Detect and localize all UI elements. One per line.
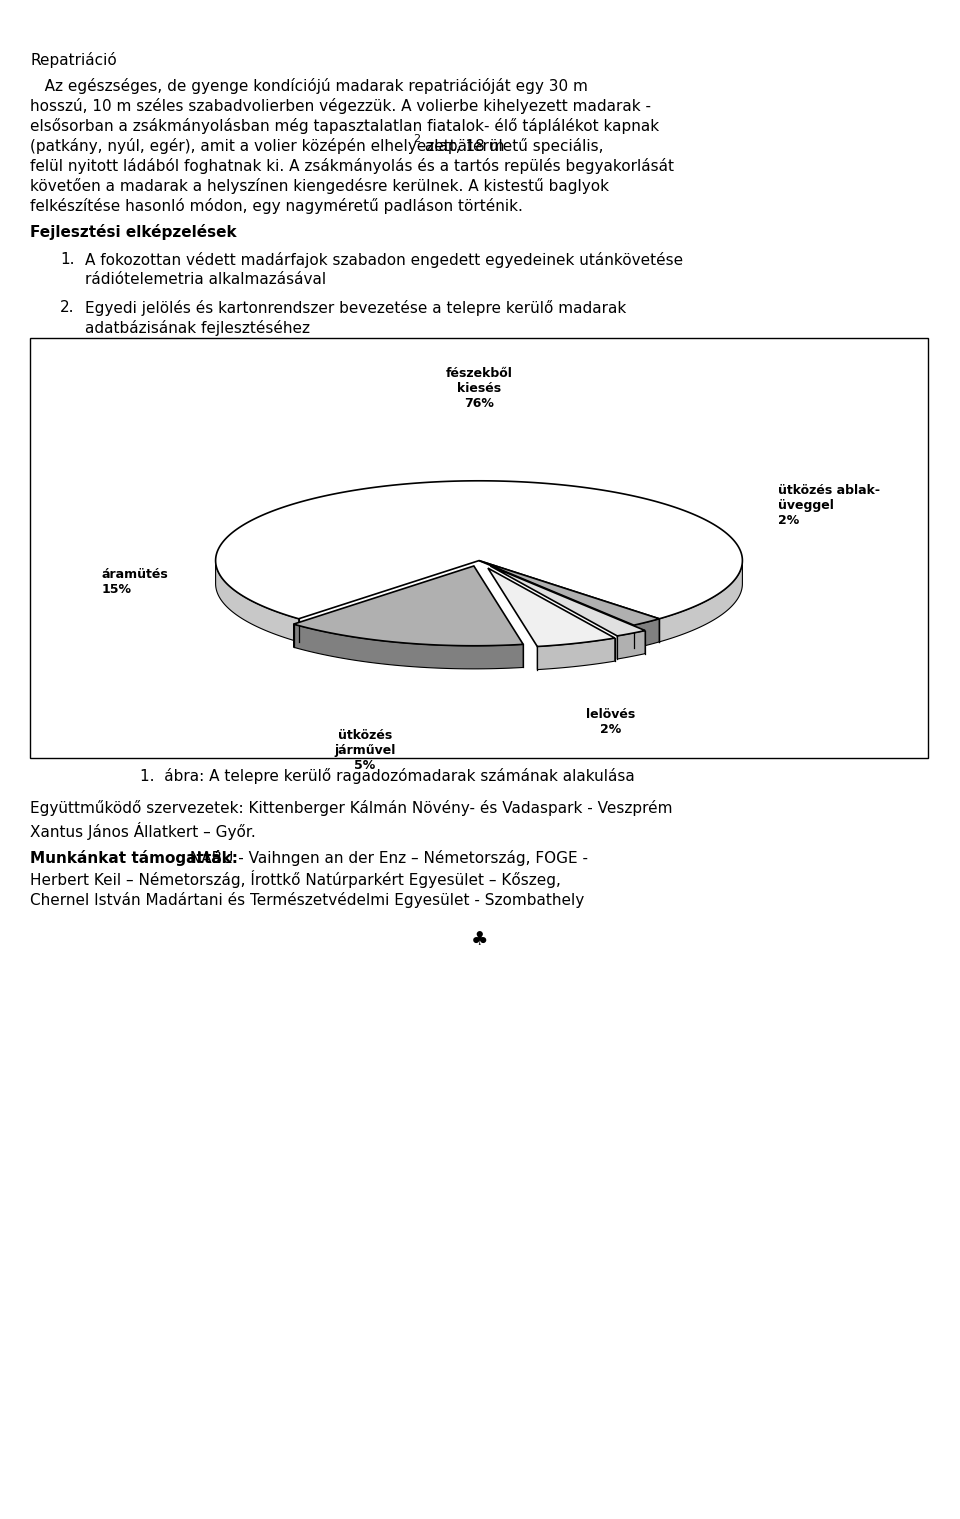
Text: hosszú, 10 m széles szabadvolierben végezzük. A volierbe kihelyezett madarak -: hosszú, 10 m széles szabadvolierben vége…: [30, 99, 651, 114]
Text: felül nyitott ládából foghatnak ki. A zsákmányolás és a tartós repülés begyakorl: felül nyitott ládából foghatnak ki. A zs…: [30, 158, 674, 175]
Text: Egyedi jelölés és kartonrendszer bevezetése a telepre kerülő madarak: Egyedi jelölés és kartonrendszer bevezet…: [85, 299, 626, 316]
Text: Repatriáció: Repatriáció: [30, 52, 117, 68]
Text: elsősorban a zsákmányolásban még tapasztalatlan fiatalok- élő táplálékot kapnak: elsősorban a zsákmányolásban még tapaszt…: [30, 118, 660, 134]
Text: 2.: 2.: [60, 299, 75, 314]
Polygon shape: [488, 568, 614, 647]
Text: alapäterületű speciális,: alapäterületű speciális,: [420, 138, 604, 153]
Polygon shape: [538, 638, 614, 670]
Polygon shape: [660, 561, 742, 643]
Polygon shape: [634, 618, 660, 649]
Text: adatbázisának fejlesztéséhez: adatbázisának fejlesztéséhez: [85, 321, 310, 336]
Polygon shape: [294, 567, 523, 646]
Text: Az egészséges, de gyenge kondíciójú madarak repatriációját egy 30 m: Az egészséges, de gyenge kondíciójú mada…: [30, 77, 588, 94]
Text: NABU - Vaihngen an der Enz – Németország, FOGE -: NABU - Vaihngen an der Enz – Németország…: [185, 851, 588, 866]
Polygon shape: [294, 624, 523, 668]
Text: Chernel István Madártani és Természetvédelmi Egyesület - Szombathely: Chernel István Madártani és Természetvéd…: [30, 892, 585, 908]
Polygon shape: [216, 482, 742, 618]
Text: Herbert Keil – Németország, Írottkő Natúrparkért Egyesület – Kőszeg,: Herbert Keil – Németország, Írottkő Natú…: [30, 870, 561, 889]
Text: felkészítése hasonló módon, egy nagyméretű padláson történik.: felkészítése hasonló módon, egy nagymére…: [30, 197, 523, 214]
Bar: [30, 339, 928, 758]
Polygon shape: [491, 567, 645, 636]
Text: A fokozottan védett madárfajok szabadon engedett egyedeinek utánkövetése: A fokozottan védett madárfajok szabadon …: [85, 252, 684, 267]
Text: 1.: 1.: [60, 252, 75, 267]
Text: rádiótelemetria alkalmazásával: rádiótelemetria alkalmazásával: [85, 272, 326, 287]
Polygon shape: [617, 630, 645, 659]
Text: 1.  ábra: A telepre kerülő ragadozómadarak számának alakulása: 1. ábra: A telepre kerülő ragadozómadara…: [140, 769, 635, 784]
Text: követően a madarak a helyszínen kiengedésre kerülnek. A kistestű baglyok: követően a madarak a helyszínen kiengedé…: [30, 178, 609, 194]
Text: Fejlesztési elképzelések: Fejlesztési elképzelések: [30, 223, 236, 240]
Text: Xantus János Állatkert – Győr.: Xantus János Állatkert – Győr.: [30, 822, 255, 840]
Text: fészekből
kiesés
76%: fészekből kiesés 76%: [445, 368, 513, 410]
Text: 2: 2: [413, 134, 420, 144]
Text: (patkány, nyúl, egér), amit a volier középén elhelyezett, 18 m: (patkány, nyúl, egér), amit a volier köz…: [30, 138, 505, 153]
Text: lelövés
2%: lelövés 2%: [586, 708, 636, 735]
Text: ♣: ♣: [471, 930, 489, 949]
Text: áramütés
15%: áramütés 15%: [102, 568, 168, 595]
Text: ütközés
járművel
5%: ütközés járművel 5%: [334, 729, 396, 772]
Polygon shape: [216, 561, 299, 643]
Text: Együttműködő szervezetek: Kittenberger Kálmán Növény- és Vadaspark - Veszprém: Együttműködő szervezetek: Kittenberger K…: [30, 801, 673, 816]
Text: ütközés ablak-
üveggel
2%: ütközés ablak- üveggel 2%: [778, 485, 879, 527]
Text: Munkánkat támogatták:: Munkánkat támogatták:: [30, 851, 238, 866]
Polygon shape: [479, 561, 660, 626]
